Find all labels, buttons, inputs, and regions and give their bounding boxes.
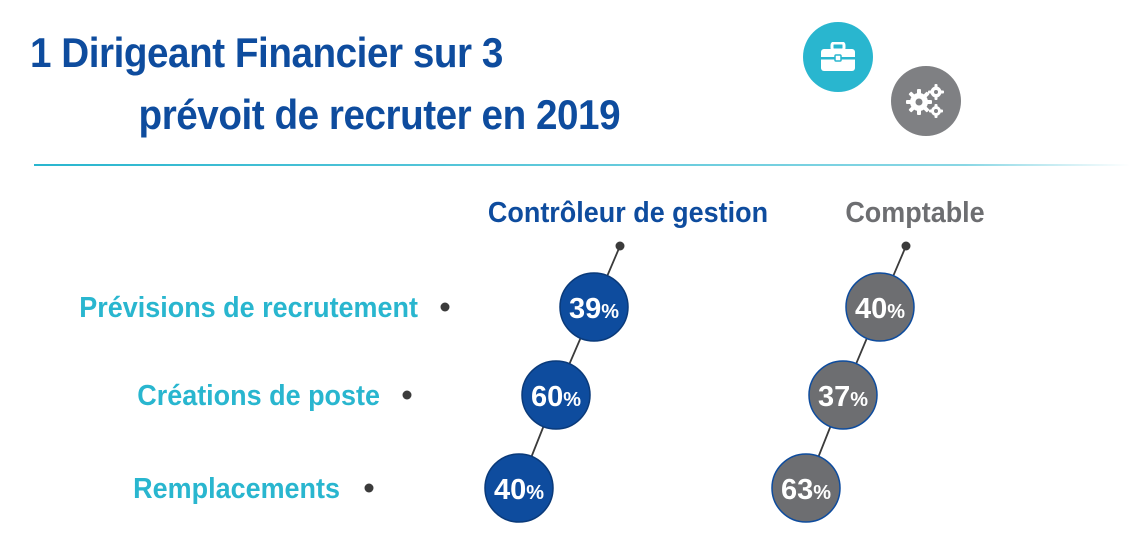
series-dot-controleur-de-gestion [615, 241, 625, 251]
header-divider [34, 164, 1130, 166]
bubble-controleur-de-gestion-creations-de-poste [521, 360, 591, 430]
bubble-controleur-de-gestion-remplacements [484, 453, 554, 523]
series-dot-comptable [901, 241, 911, 251]
row-dot-remplacements [364, 483, 374, 493]
page-title: 1 Dirigeant Financier sur 3 prévoit de r… [30, 22, 621, 146]
title-line-1: 1 Dirigeant Financier sur 3 [30, 29, 503, 76]
gears-icon [891, 66, 961, 136]
row-label-creations-de-poste: Créations de poste [137, 379, 380, 411]
value-label-controleur-de-gestion-creations-de-poste: 60% [531, 381, 581, 413]
row-label-previsions-de-recrutement: Prévisions de recrutement [79, 291, 418, 323]
series-header-controleur-de-gestion: Contrôleur de gestion [488, 196, 768, 228]
title-line-2: prévoit de recruter en 2019 [138, 91, 621, 138]
value-label-comptable-previsions-de-recrutement: 40% [855, 293, 905, 325]
row-dot-previsions-de-recrutement [440, 302, 450, 312]
series-header-comptable: Comptable [845, 196, 984, 228]
row-label-remplacements: Remplacements [133, 472, 340, 504]
value-label-comptable-remplacements: 63% [781, 474, 831, 506]
value-label-controleur-de-gestion-remplacements: 40% [494, 474, 544, 506]
bubble-controleur-de-gestion-previsions-de-recrutement [559, 272, 629, 342]
row-dot-creations-de-poste [402, 390, 412, 400]
bubble-comptable-remplacements [771, 453, 841, 523]
bubble-comptable-creations-de-poste [808, 360, 878, 430]
value-label-comptable-creations-de-poste: 37% [818, 381, 868, 413]
bubble-comptable-previsions-de-recrutement [845, 272, 915, 342]
value-label-controleur-de-gestion-previsions-de-recrutement: 39% [569, 293, 619, 325]
briefcase-icon [803, 22, 873, 92]
